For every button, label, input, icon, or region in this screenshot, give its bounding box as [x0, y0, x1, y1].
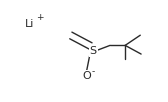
Text: Li: Li — [25, 19, 34, 29]
Text: +: + — [36, 13, 44, 22]
Text: -: - — [92, 67, 95, 76]
Text: O: O — [82, 71, 91, 81]
Text: S: S — [90, 46, 97, 56]
